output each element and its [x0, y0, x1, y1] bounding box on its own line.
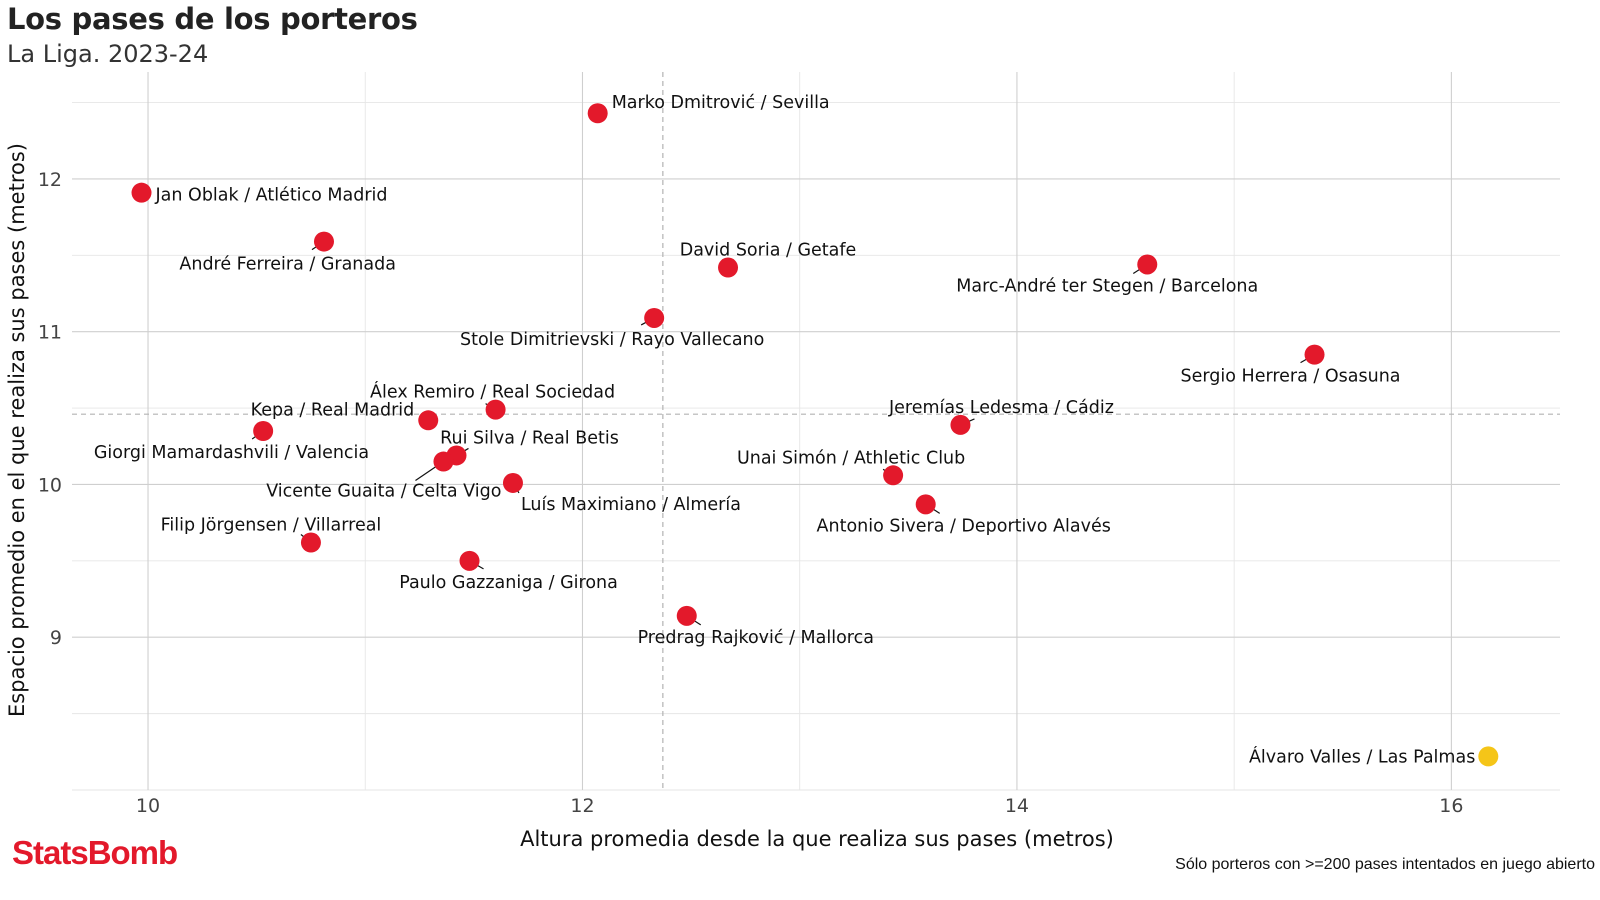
point-label: Luís Maximiano / Almería — [521, 495, 741, 515]
y-tick-label: 12 — [38, 169, 62, 191]
data-point — [718, 257, 739, 278]
statsbomb-logo: StatsBomb — [12, 834, 178, 871]
point-label: Kepa / Real Madrid — [251, 400, 415, 420]
data-point — [883, 465, 904, 486]
point-label: Predrag Rajković / Mallorca — [638, 628, 874, 648]
point-label: Marc-André ter Stegen / Barcelona — [956, 276, 1258, 296]
y-tick-label: 10 — [38, 474, 62, 496]
point-label: David Soria / Getafe — [680, 241, 857, 261]
point-label: Unai Simón / Athletic Club — [737, 448, 965, 468]
data-point — [313, 231, 334, 252]
point-label: Álvaro Valles / Las Palmas — [1249, 745, 1475, 767]
point-label: Vicente Guaita / Celta Vigo — [266, 482, 501, 502]
point-label: Álex Remiro / Real Sociedad — [370, 381, 615, 403]
highlight-point — [1478, 746, 1499, 767]
chart-title: Los pases de los porteros — [7, 2, 418, 36]
point-labels: Marko Dmitrović / Sevilla Jan Oblak / Atl… — [94, 93, 1475, 767]
data-point — [587, 103, 608, 124]
y-tick-label: 9 — [50, 627, 62, 649]
data-point — [644, 307, 665, 328]
caption-note: Sólo porteros con >=200 pases intentados… — [1175, 856, 1595, 873]
point-label: Giorgi Mamardashvili / Valencia — [94, 443, 369, 463]
data-point — [485, 399, 506, 420]
y-tick-label: 11 — [38, 322, 62, 344]
data-point — [253, 421, 274, 441]
point-label: Stole Dimitrievski / Rayo Vallecano — [460, 330, 764, 350]
x-tick-label: 14 — [1005, 795, 1029, 817]
point-label: Filip Jörgensen / Villarreal — [161, 516, 382, 536]
point-label: Antonio Sivera / Deportivo Alavés — [817, 516, 1111, 536]
data-point — [459, 550, 480, 571]
point-label: Sergio Herrera / Osasuna — [1181, 367, 1401, 387]
tick-labels: 10 12 14 16 9 10 11 12 — [38, 169, 1464, 817]
x-tick-label: 10 — [136, 795, 160, 817]
data-point — [676, 605, 697, 626]
point-label: André Ferreira / Granada — [179, 255, 396, 275]
x-tick-label: 16 — [1439, 795, 1463, 817]
x-axis-title: Altura promedia desde la que realiza sus… — [520, 827, 1114, 851]
point-label: Rui Silva / Real Betis — [440, 428, 619, 448]
point-label: Jeremías Ledesma / Cádiz — [888, 398, 1114, 418]
data-point — [418, 410, 439, 431]
x-tick-label: 12 — [570, 795, 594, 817]
point-label: Paulo Gazzaniga / Girona — [399, 573, 618, 593]
data-points — [131, 103, 1499, 767]
data-point — [300, 532, 321, 553]
grid-lines — [72, 72, 1560, 791]
data-point — [1304, 344, 1325, 365]
point-label: Marko Dmitrović / Sevilla — [612, 93, 830, 113]
data-point — [915, 494, 936, 515]
point-label: Jan Oblak / Atlético Madrid — [155, 186, 388, 206]
chart-subtitle: La Liga. 2023-24 — [7, 40, 209, 68]
data-point — [131, 182, 152, 203]
data-point — [502, 472, 523, 493]
y-axis-title: Espacio promedio en el que realiza sus p… — [5, 143, 29, 717]
reference-lines — [72, 72, 1560, 790]
label-leaders — [251, 241, 1315, 626]
data-point — [1137, 254, 1158, 275]
data-point — [433, 451, 454, 472]
data-point — [950, 414, 971, 435]
